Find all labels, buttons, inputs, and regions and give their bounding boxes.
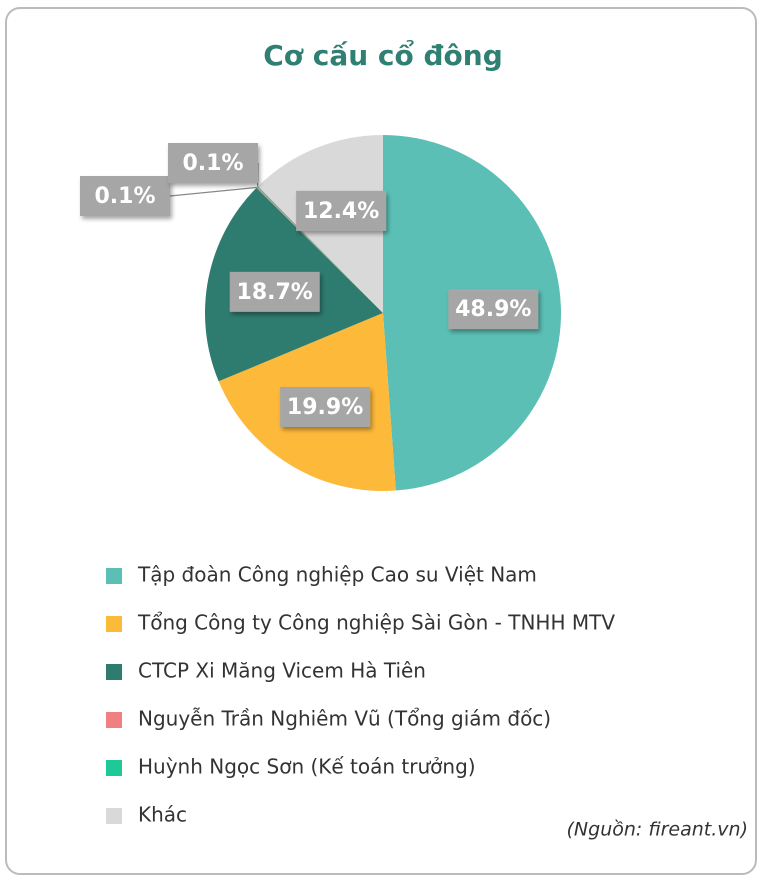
legend-swatch xyxy=(106,568,122,584)
label-box xyxy=(448,289,539,330)
label-text: 0.1% xyxy=(182,151,243,176)
legend-swatch xyxy=(106,616,122,632)
label-box xyxy=(296,190,387,231)
pie-slice xyxy=(257,186,383,313)
label-box xyxy=(280,386,371,427)
data-label: 0.1% xyxy=(80,176,170,216)
legend-label: CTCP Xi Măng Vicem Hà Tiên xyxy=(138,659,426,683)
legend-label: Tổng Công ty Công nghiệp Sài Gòn - TNHH … xyxy=(137,611,615,635)
legend-label: Tập đoàn Công nghiệp Cao su Việt Nam xyxy=(137,563,537,587)
data-label: 19.9% xyxy=(280,386,371,427)
data-label: 48.9% xyxy=(448,289,539,330)
label-box xyxy=(229,271,320,312)
label-text: 18.7% xyxy=(237,280,313,305)
label-text: 12.4% xyxy=(303,199,379,224)
legend-swatch xyxy=(106,664,122,680)
legend-swatch xyxy=(106,808,122,824)
data-label: 18.7% xyxy=(229,271,320,312)
pie-slice xyxy=(256,187,383,313)
chart-title: Cơ cấu cổ đông xyxy=(263,38,503,72)
legend-swatch xyxy=(106,760,122,776)
legend-label: Huỳnh Ngọc Sơn (Kế toán trưởng) xyxy=(138,755,476,779)
data-label: 12.4% xyxy=(296,190,387,231)
source: (Nguồn: fireant.vn) xyxy=(567,819,748,841)
data-label: 0.1% xyxy=(168,143,258,183)
label-box xyxy=(168,143,258,183)
label-text: 0.1% xyxy=(94,184,155,209)
legend-label: Nguyễn Trần Nghiêm Vũ (Tổng giám đốc) xyxy=(138,707,551,731)
legend-swatch xyxy=(106,712,122,728)
label-text: 19.9% xyxy=(287,395,363,420)
label-box xyxy=(80,176,170,216)
label-text: 48.9% xyxy=(455,297,531,322)
legend-label: Khác xyxy=(138,803,187,827)
leader-line xyxy=(169,186,257,197)
